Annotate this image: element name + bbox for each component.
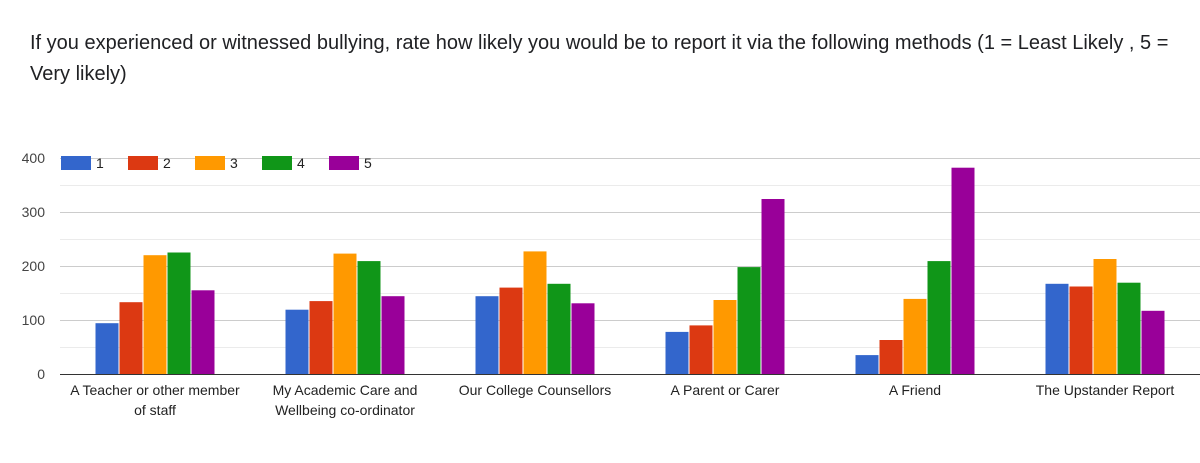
legend-label: 3	[230, 155, 238, 171]
x-axis-labels: A Teacher or other member of staff My Acad…	[70, 382, 1174, 418]
bar[interactable]	[761, 199, 785, 374]
y-tick-label: 200	[22, 258, 46, 274]
bar[interactable]	[523, 251, 547, 374]
bars	[95, 167, 1165, 375]
gridlines	[60, 158, 1200, 375]
bar[interactable]	[927, 261, 951, 374]
legend-swatch	[61, 156, 91, 170]
question-title: If you experienced or witnessed bullying…	[30, 32, 1169, 85]
x-category-label: A Teacher or other member of staff	[70, 382, 240, 418]
bar[interactable]	[547, 283, 571, 374]
x-category-label: My Academic Care and Wellbeing co-ordinat…	[273, 382, 418, 418]
bar[interactable]	[1069, 286, 1093, 375]
bar[interactable]	[119, 302, 143, 374]
bar[interactable]	[879, 340, 903, 374]
bar[interactable]	[333, 253, 357, 374]
legend-swatch	[128, 156, 158, 170]
y-tick-label: 300	[22, 204, 46, 220]
y-tick-label: 0	[37, 366, 45, 382]
bar[interactable]	[855, 355, 879, 374]
legend[interactable]: 1 2 3 4 5	[61, 155, 372, 171]
x-category-label: A Friend	[889, 382, 941, 398]
bar[interactable]	[665, 331, 689, 374]
x-category-label: The Upstander Report	[1036, 382, 1175, 398]
bar[interactable]	[1045, 283, 1069, 374]
legend-label: 2	[163, 155, 171, 171]
legend-swatch	[262, 156, 292, 170]
x-category-label: Our College Counsellors	[459, 382, 612, 398]
bar[interactable]	[285, 309, 309, 374]
legend-label: 1	[96, 155, 104, 171]
bar[interactable]	[951, 167, 975, 374]
bar[interactable]	[689, 325, 713, 374]
bar[interactable]	[737, 267, 761, 374]
bar[interactable]	[475, 296, 499, 374]
y-axis-ticks: 0 100 200 300 400	[22, 150, 46, 382]
legend-swatch	[329, 156, 359, 170]
bar[interactable]	[381, 296, 405, 374]
legend-label: 4	[297, 155, 305, 171]
y-tick-label: 400	[22, 150, 46, 166]
bar[interactable]	[499, 287, 523, 374]
bar[interactable]	[1093, 259, 1117, 374]
y-tick-label: 100	[22, 312, 46, 328]
bar[interactable]	[571, 303, 595, 374]
bar[interactable]	[143, 255, 167, 374]
bar[interactable]	[309, 301, 333, 374]
x-category-label: A Parent or Carer	[671, 382, 780, 398]
legend-label: 5	[364, 155, 372, 171]
bar[interactable]	[1141, 310, 1165, 374]
bar[interactable]	[1117, 282, 1141, 374]
bar[interactable]	[713, 300, 737, 374]
bar[interactable]	[357, 261, 381, 374]
bar[interactable]	[191, 290, 215, 374]
bar[interactable]	[903, 298, 927, 374]
legend-swatch	[195, 156, 225, 170]
bar[interactable]	[167, 252, 191, 375]
bar[interactable]	[95, 323, 119, 374]
